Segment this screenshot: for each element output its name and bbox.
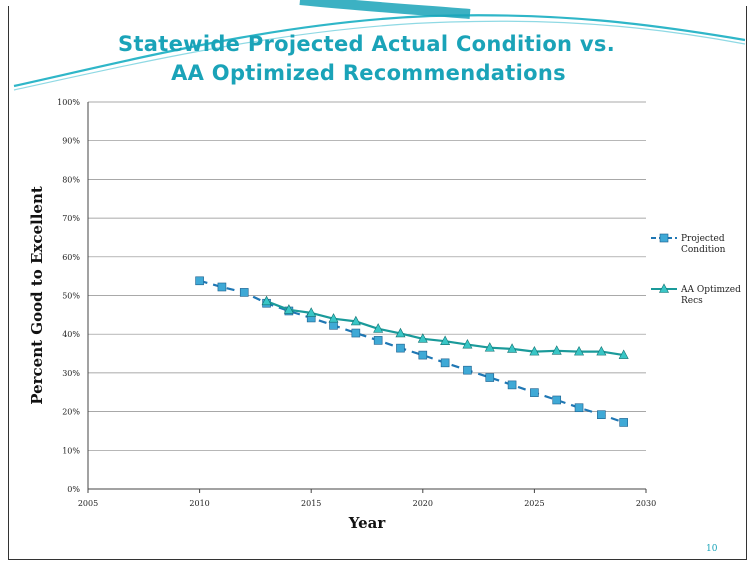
series-2 — [261, 295, 629, 359]
x-tick-label: 2005 — [78, 499, 98, 508]
x-tick-label: 2025 — [524, 499, 544, 508]
y-tick-label: 70% — [62, 214, 80, 223]
data-point — [350, 315, 361, 326]
data-point — [261, 295, 272, 306]
x-tick-label: 2020 — [413, 499, 433, 508]
title-swoosh-decoration — [12, 0, 746, 92]
y-tick-label: 0% — [67, 485, 80, 494]
y-tick-label: 60% — [62, 253, 80, 262]
y-tick-label: 80% — [62, 175, 80, 184]
legend-entry: Projected Condition — [651, 233, 726, 255]
legend-label: AA Optimzed Recs — [680, 285, 741, 306]
data-point — [597, 410, 606, 419]
data-point — [373, 323, 384, 333]
data-point — [507, 380, 517, 390]
y-tick-label: 30% — [62, 369, 80, 378]
y-tick-label: 50% — [62, 292, 80, 301]
x-tick-label: 2010 — [189, 499, 209, 508]
data-point — [574, 403, 584, 413]
y-tick-label: 20% — [62, 408, 80, 417]
data-point — [618, 349, 629, 359]
data-point — [373, 336, 383, 345]
legend-label: Projected Condition — [681, 234, 726, 255]
data-point — [396, 343, 405, 353]
data-point — [529, 345, 540, 356]
axes: 0% 10% 20% 30% 40% 50% 60% 70% 80% 90% 100% 2005 201… — [57, 98, 656, 508]
data-point — [596, 345, 607, 356]
slide-title-line-1: Statewide Projected Actual Condition vs. — [118, 32, 615, 56]
data-point — [417, 333, 428, 343]
data-point — [440, 335, 451, 345]
data-point — [217, 282, 227, 292]
data-point — [551, 345, 562, 355]
series-line — [266, 300, 624, 357]
slide-frame — [8, 6, 747, 560]
legend: Projected Condition AA Optimzed Recs — [651, 233, 741, 306]
y-tick-label: 100% — [57, 98, 80, 107]
data-point — [395, 327, 406, 338]
data-point — [485, 373, 495, 382]
y-tick-label: 10% — [62, 446, 80, 455]
data-point — [530, 388, 539, 397]
page-number: 10 — [706, 544, 718, 554]
data-point — [283, 304, 294, 314]
data-point — [463, 365, 472, 375]
y-tick-label: 90% — [62, 137, 80, 146]
data-point — [440, 358, 450, 368]
data-point — [462, 339, 473, 349]
legend-marker — [659, 233, 669, 243]
data-point — [574, 345, 585, 356]
gridlines — [88, 101, 646, 490]
data-point — [552, 395, 562, 405]
data-point — [619, 418, 628, 427]
x-axis-title: Year — [348, 514, 387, 532]
data-point — [351, 328, 361, 338]
legend-marker — [659, 283, 669, 293]
series-layer — [195, 276, 629, 427]
y-tick-label: 40% — [62, 330, 80, 339]
data-point — [418, 350, 428, 360]
x-tick-label: 2015 — [301, 499, 321, 508]
data-point — [484, 342, 495, 352]
data-point — [328, 313, 339, 323]
legend-entry: AA Optimzed Recs — [651, 283, 741, 306]
x-tick-label: 2030 — [636, 499, 656, 508]
data-point — [195, 276, 204, 286]
data-point — [306, 307, 317, 317]
data-point — [507, 343, 518, 353]
slide-title-line-2: AA Optimized Recommendations — [171, 61, 566, 85]
y-axis-title: Percent Good to Excellent — [28, 186, 46, 405]
data-point — [239, 288, 249, 297]
